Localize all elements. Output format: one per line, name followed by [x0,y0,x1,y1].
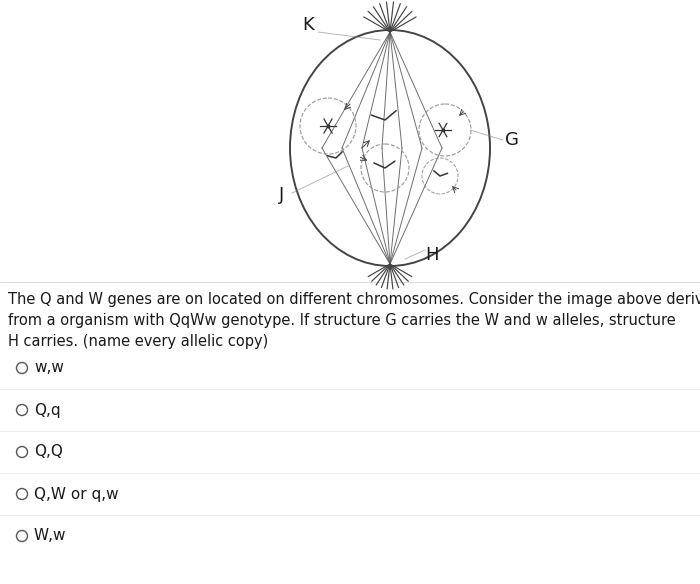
Text: G: G [505,131,519,149]
Text: H: H [426,246,439,264]
Text: K: K [302,16,314,34]
Text: W,w: W,w [34,529,66,544]
Text: Q,W or q,w: Q,W or q,w [34,486,118,502]
Text: J: J [279,186,285,204]
Text: w,w: w,w [34,360,64,376]
Text: Q,Q: Q,Q [34,444,63,460]
Text: The Q and W genes are on located on different chromosomes. Consider the image ab: The Q and W genes are on located on diff… [8,292,700,349]
Text: Q,q: Q,q [34,402,61,418]
